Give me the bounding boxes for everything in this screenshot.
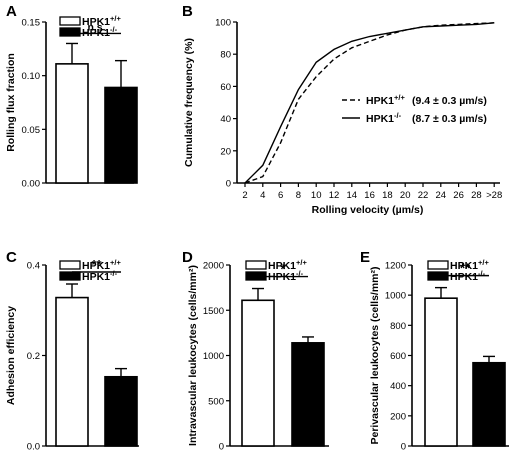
y-tick-label-e: 1000 [385, 291, 406, 302]
legend-swatch-e-1 [427, 260, 449, 270]
y-axis-label-c: Adhesion efficiency [5, 306, 17, 405]
bar-c-1 [55, 296, 89, 447]
legend-label-e-2: HPK1-/- [450, 269, 486, 283]
x-axis-label-b: Rolling velocity (µm/s) [312, 204, 424, 216]
legend-swatch-d-1 [245, 260, 267, 270]
bar-e-2 [472, 361, 506, 447]
y-tick-label-c: 0.2 [27, 351, 40, 362]
y-tick-label-d: 1500 [203, 306, 224, 317]
significance-label-a: n.s. [87, 21, 105, 33]
y-tick-label-d: 1000 [203, 351, 224, 362]
x-tick-label-b: 18 [382, 190, 393, 201]
legend-value-b-2: (8.7 ± 0.3 µm/s) [412, 113, 487, 125]
y-tick-label-e: 200 [390, 411, 406, 422]
legend-label-d-1: HPK1+/+ [268, 258, 307, 272]
legend-swatch-c-1 [59, 260, 81, 270]
legend-label-c-1: HPK1+/+ [82, 258, 121, 272]
y-tick-label-b: 20 [220, 146, 231, 157]
bar-a-2 [104, 86, 138, 184]
y-tick-label-d: 2000 [203, 261, 224, 272]
significance-label-c: ** [91, 257, 102, 272]
legend-swatch-e-2 [427, 271, 449, 281]
y-axis-label-a: Rolling flux fraction [5, 53, 17, 152]
x-tick-label-b: >28 [486, 190, 502, 201]
y-tick-label-e: 600 [390, 351, 406, 362]
legend-label-c-2: HPK1-/- [82, 269, 118, 283]
x-tick-label-b: 26 [453, 190, 464, 201]
x-tick-label-b: 8 [296, 190, 301, 201]
x-tick-label-b: 4 [260, 190, 265, 201]
y-axis-label-e: Perivascular leukocytes (cells/mm²) [369, 266, 381, 444]
y-tick-label-d: 500 [208, 396, 224, 407]
x-tick-label-b: 2 [242, 190, 247, 201]
x-tick-label-b: 24 [436, 190, 447, 201]
bar-c-2 [104, 375, 138, 447]
panel-letter-b: B [182, 3, 193, 20]
x-tick-label-b: 20 [400, 190, 411, 201]
x-tick-label-b: 10 [311, 190, 322, 201]
x-tick-label-b: 6 [278, 190, 283, 201]
legend-label-d-2: HPK1-/- [268, 269, 304, 283]
panel-letter-e: E [360, 249, 370, 266]
significance-label-e: ** [460, 261, 471, 276]
y-tick-label-a: 0.10 [22, 71, 41, 82]
x-tick-label-b: 28 [471, 190, 482, 201]
y-tick-label-b: 0 [226, 179, 231, 190]
y-tick-label-a: 0.15 [22, 18, 41, 29]
legend-value-b-1: (9.4 ± 0.3 µm/s) [412, 95, 487, 107]
y-tick-label-e: 800 [390, 321, 406, 332]
y-tick-label-b: 40 [220, 114, 231, 125]
panel-letter-c: C [6, 249, 17, 266]
legend-swatch-a-2 [59, 27, 81, 37]
bar-a-1 [55, 63, 89, 184]
y-tick-label-c: 0.0 [27, 442, 40, 451]
x-tick-label-b: 14 [347, 190, 358, 201]
bar-d-1 [241, 299, 275, 447]
y-axis-label-b: Cumulative frequency (%) [183, 38, 195, 167]
legend-swatch-d-2 [245, 271, 267, 281]
legend-label-a-1: HPK1+/+ [82, 14, 121, 28]
y-tick-label-b: 80 [220, 50, 231, 61]
y-tick-label-d: 0 [219, 442, 224, 451]
x-tick-label-b: 22 [418, 190, 429, 201]
panel-letter-a: A [6, 3, 17, 20]
y-tick-label-e: 0 [401, 442, 406, 451]
bar-d-2 [291, 342, 325, 447]
x-tick-label-b: 12 [329, 190, 340, 201]
series-line-b-2 [244, 22, 495, 184]
y-tick-label-c: 0.4 [27, 261, 40, 272]
legend-label-b-2: HPK1-/- [366, 111, 402, 125]
panel-letter-d: D [182, 249, 193, 266]
y-tick-label-e: 400 [390, 381, 406, 392]
y-tick-label-a: 0.00 [22, 179, 41, 190]
y-axis-label-d: Intravascular leukocytes (cells/mm²) [187, 265, 199, 446]
legend-label-a-2: HPK1-/- [82, 25, 118, 39]
legend-swatch-c-2 [59, 271, 81, 281]
bar-e-1 [424, 297, 458, 447]
legend-label-e-1: HPK1+/+ [450, 258, 489, 272]
x-tick-label-b: 16 [364, 190, 375, 201]
y-tick-label-b: 100 [215, 18, 231, 29]
legend-swatch-a-1 [59, 16, 81, 26]
legend-label-b-1: HPK1+/+ [366, 93, 405, 107]
series-line-b-1 [244, 22, 495, 184]
y-tick-label-e: 1200 [385, 261, 406, 272]
y-tick-label-b: 60 [220, 82, 231, 93]
significance-label-d: * [280, 262, 286, 277]
y-tick-label-a: 0.05 [22, 125, 41, 136]
